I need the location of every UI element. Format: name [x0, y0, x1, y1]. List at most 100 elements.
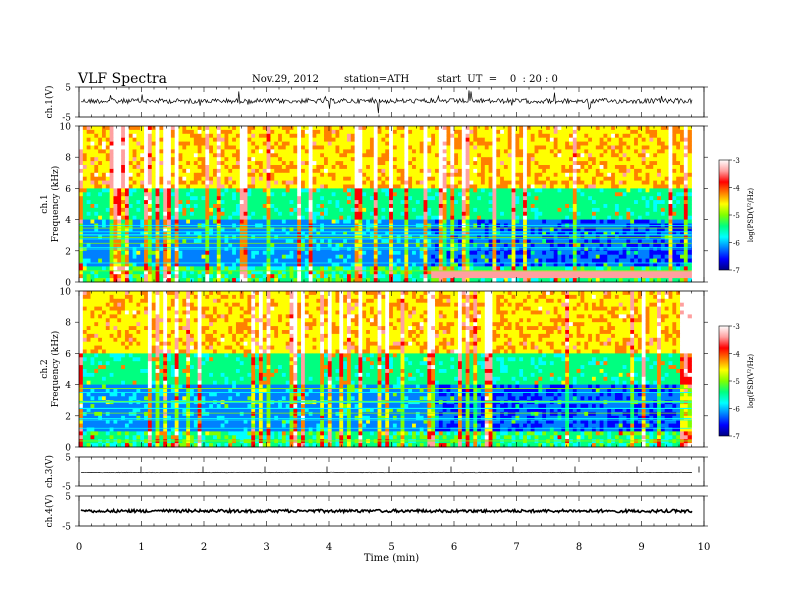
spectrogram-cell	[538, 204, 543, 209]
spectrogram-cell	[435, 168, 440, 174]
spectrogram-cell	[163, 145, 168, 150]
spectrogram-cell	[400, 200, 405, 205]
spectrogram-cell	[258, 227, 264, 232]
spectrogram-cell	[343, 145, 348, 150]
spectrogram-cell	[588, 149, 593, 154]
spectrogram-cell	[465, 227, 470, 232]
spectrogram-cell	[488, 172, 493, 178]
spectrogram-cell	[232, 133, 237, 139]
spectrogram-cell	[477, 157, 482, 162]
spectrogram-cell	[86, 231, 91, 236]
spectrogram-cell	[167, 172, 172, 178]
spectrogram-cell	[128, 176, 133, 181]
spectrogram-cell	[630, 168, 635, 174]
spectrogram-cell	[343, 126, 348, 131]
spectrogram-cell	[278, 129, 283, 135]
spectrogram-cell	[400, 227, 405, 232]
spectrogram-cell	[274, 172, 279, 178]
spectrogram-cell	[503, 157, 509, 162]
spectrogram-cell	[431, 204, 436, 209]
spectrogram-cell	[465, 200, 470, 205]
spectrogram-cell	[140, 207, 145, 213]
spectrogram-cell	[469, 184, 474, 189]
spectrogram-cell	[687, 204, 692, 209]
spectrogram-cell	[316, 219, 321, 224]
spectrogram-cell	[438, 137, 444, 142]
spectrogram-cell	[182, 126, 187, 131]
spectrogram-cell	[557, 196, 562, 201]
spectrogram-cell	[572, 161, 578, 166]
spectrogram-cell	[637, 137, 643, 142]
spectrogram-cell	[603, 180, 608, 185]
spectrogram-cell	[197, 204, 202, 209]
spectrogram-cell	[266, 192, 271, 197]
spectrogram-cell	[607, 149, 612, 154]
spectrogram-cell	[186, 188, 191, 193]
spectrogram-cell	[94, 227, 99, 232]
spectrogram-cell	[503, 176, 509, 181]
spectrogram-cell	[220, 141, 225, 146]
spectrogram-cell	[216, 157, 222, 162]
spectrogram-cell	[389, 211, 394, 217]
spectrogram-cell	[343, 192, 348, 197]
spectrogram-cell	[519, 168, 524, 174]
y-tick-label: 5	[65, 84, 71, 94]
spectrogram-cell	[389, 184, 394, 189]
spectrogram-cell	[668, 207, 673, 213]
spectrogram-cell	[151, 129, 156, 135]
spectrogram-cell	[469, 133, 474, 139]
spectrogram-cell	[595, 141, 601, 146]
spectrogram-cell	[588, 172, 593, 178]
spectrogram-cell	[170, 184, 176, 189]
spectrogram-cell	[124, 200, 130, 205]
spectrogram-cell	[243, 196, 248, 201]
spectrogram-cell	[113, 172, 118, 178]
spectrogram-cell	[431, 161, 436, 166]
spectrogram-cell	[538, 192, 543, 197]
spectrogram-cell	[94, 200, 99, 205]
spectrogram-cell	[266, 227, 271, 232]
spectrogram-cell	[343, 172, 348, 178]
spectrogram-cell	[186, 153, 191, 158]
spectrogram-cell	[377, 204, 382, 209]
spectrogram-cell	[450, 204, 455, 209]
spectrogram-cell	[98, 231, 103, 236]
spectrogram-cell	[404, 219, 409, 224]
spectrogram-cell	[301, 239, 306, 244]
spectrogram-cell	[569, 192, 574, 197]
spectrogram-cell	[549, 172, 555, 178]
spectrogram-cell	[262, 145, 267, 150]
spectrogram-cell	[561, 215, 566, 220]
spectrogram-cell	[672, 239, 677, 244]
spectrogram-cell	[496, 227, 501, 232]
spectrogram-cell	[389, 204, 394, 209]
spectrogram-cell	[209, 211, 214, 217]
spectrogram-cell	[190, 157, 195, 162]
spectrogram-cell	[377, 145, 382, 150]
spectrogram-cell	[343, 207, 348, 213]
ch1-waveform-panel: 5-5ch.1(V)	[44, 84, 708, 124]
spectrogram-cell	[289, 180, 294, 185]
spectrogram-cell	[415, 161, 421, 166]
spectrogram-cell	[354, 227, 359, 232]
spectrogram-cell	[159, 207, 164, 213]
spectrogram-cell	[404, 137, 409, 142]
spectrogram-cell	[461, 149, 467, 154]
spectrogram-cell	[549, 207, 555, 213]
spectrogram-cell	[546, 149, 551, 154]
spectrogram-cell	[561, 192, 566, 197]
spectrogram-cell	[607, 129, 612, 135]
spectrogram-cell	[121, 168, 126, 174]
spectrogram-cell	[232, 215, 237, 220]
spectrogram-cell	[262, 207, 267, 213]
spectrogram-cell	[90, 200, 95, 205]
spectrogram-cell	[320, 231, 325, 236]
spectrogram-cell	[423, 157, 428, 162]
spectrogram-cell	[109, 157, 114, 162]
spectrogram-cell	[603, 204, 608, 209]
spectrogram-cell	[408, 219, 413, 224]
spectrogram-cell	[274, 188, 279, 193]
spectrogram-cell	[159, 172, 164, 178]
spectrogram-cell	[680, 161, 685, 166]
spectrogram-cell	[209, 227, 214, 232]
